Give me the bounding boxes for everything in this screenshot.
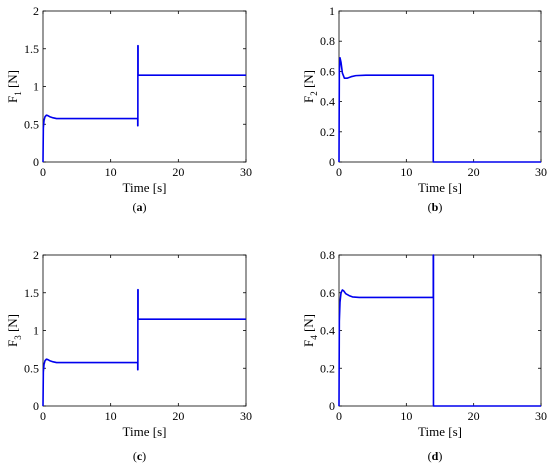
y-tick-label: 0.2 [320, 125, 335, 139]
y-tick-label: 0 [329, 155, 335, 169]
x-tick-label: 0 [40, 409, 46, 423]
series-line [42, 44, 246, 163]
x-tick-label: 30 [240, 409, 252, 423]
plot-frame [338, 254, 542, 407]
y-tick-label: 0.8 [320, 34, 335, 48]
panel-caption: (d) [428, 449, 443, 463]
plot-frame [338, 10, 542, 163]
y-axis-label: F1 [N] [5, 70, 23, 103]
x-tick-label: 0 [336, 165, 342, 179]
x-tick-label: 20 [172, 165, 184, 179]
chart-panel-b: 0 10 20 30 0 0.2 0.4 0.6 0.8 1 Time [s] F2 [N] (b) [301, 4, 547, 214]
panel-caption: (b) [428, 200, 443, 214]
x-tick-label: 10 [105, 165, 117, 179]
x-tick-label: 10 [400, 409, 412, 423]
y-tick-label: 0 [33, 399, 39, 413]
y-tick-label: 1 [33, 80, 39, 94]
plot-frame [42, 10, 247, 163]
y-tick-label: 1 [33, 324, 39, 338]
y-tick-label: 1 [329, 4, 335, 18]
x-tick-label: 10 [105, 409, 117, 423]
y-tick-label: 0.6 [320, 64, 335, 78]
y-tick-label: 2 [33, 248, 39, 262]
plot-frame [42, 254, 247, 407]
series-line [338, 254, 541, 407]
x-tick-label: 20 [468, 409, 480, 423]
x-tick-label: 30 [240, 165, 252, 179]
x-tick-label: 20 [172, 409, 184, 423]
y-tick-label: 0.6 [320, 286, 335, 300]
x-tick-label: 30 [535, 165, 547, 179]
y-tick-label: 1.5 [24, 42, 39, 56]
y-tick-label: 0.8 [320, 248, 335, 262]
x-axis-label: Time [s] [123, 180, 167, 195]
y-tick-label: 0 [33, 155, 39, 169]
chart-panel-a: 0 10 20 30 0 0.5 1 1.5 2 Time [s] F1 [N] (a) [5, 4, 252, 214]
x-tick-label: 30 [535, 409, 547, 423]
y-tick-label: 0 [329, 399, 335, 413]
chart-panel-d: 0 10 20 30 0 0.2 0.4 0.6 0.8 Time [s] F4 [N] (d) [301, 248, 547, 463]
y-tick-label: 2 [33, 4, 39, 18]
x-tick-label: 20 [468, 165, 480, 179]
series-line [42, 288, 246, 407]
y-axis-label: F4 [N] [301, 314, 319, 347]
x-tick-label: 10 [400, 165, 412, 179]
y-tick-label: 0.5 [24, 117, 39, 131]
y-axis-label: F2 [N] [301, 70, 319, 103]
y-tick-label: 0.4 [320, 95, 335, 109]
chart-panel-c: 0 10 20 30 0 0.5 1 1.5 2 Time [s] F3 [N] (c) [5, 248, 252, 463]
x-axis-label: Time [s] [123, 424, 167, 439]
x-tick-label: 0 [40, 165, 46, 179]
y-tick-label: 0.5 [24, 361, 39, 375]
y-tick-label: 0.4 [320, 324, 335, 338]
panel-caption: (a) [133, 200, 147, 214]
y-tick-label: 1.5 [24, 286, 39, 300]
x-tick-label: 0 [336, 409, 342, 423]
x-axis-label: Time [s] [418, 424, 462, 439]
panel-caption: (c) [133, 449, 146, 463]
y-tick-label: 0.2 [320, 361, 335, 375]
series-line [338, 57, 541, 163]
y-axis-label: F3 [N] [5, 314, 23, 347]
x-axis-label: Time [s] [418, 180, 462, 195]
